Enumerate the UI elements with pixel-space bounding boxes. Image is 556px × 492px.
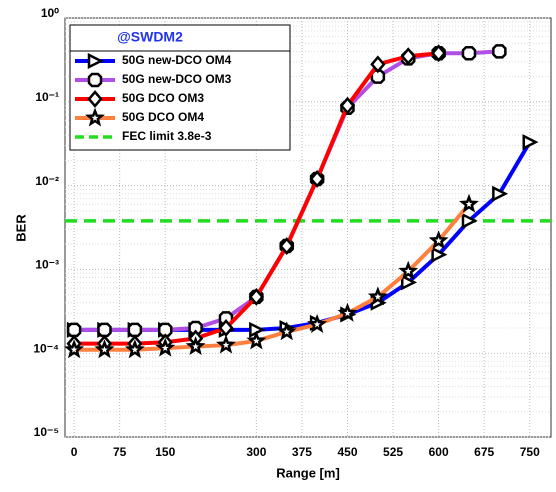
marker [155,337,176,357]
x-tick-label: 675 [474,445,494,459]
marker [431,246,448,263]
legend-marker [87,72,103,88]
marker [246,330,267,350]
marker [370,55,386,74]
x-tick-label: 750 [520,445,540,459]
marker [522,134,539,151]
marker [337,302,358,322]
marker [216,334,236,354]
marker [428,230,449,250]
marker [279,237,295,255]
legend-marker [87,90,103,108]
marker [367,286,388,306]
y-axis-label: BER [13,214,28,242]
legend-box [69,24,291,151]
legend-label: 50G new-DCO OM4 [122,53,232,67]
legend-marker [87,52,104,70]
legend-title: @SWDM2 [117,29,183,45]
marker [97,322,112,338]
x-axis-label: Range [m] [276,465,340,480]
x-tick-label: 600 [429,445,449,459]
marker [157,322,173,338]
legend-label: FEC limit 3.8e-3 [122,129,212,143]
legend-label: 50G DCO OM3 [122,91,204,105]
x-tick-label: 375 [292,445,312,459]
x-tick-label: 0 [71,445,78,459]
x-tick-label: 450 [337,445,357,459]
legend-label: 50G new-DCO OM3 [122,72,232,86]
marker [461,212,478,229]
x-tick-label: 150 [155,445,175,459]
marker [248,287,265,306]
marker [276,321,297,341]
y-tick-label: 10⁻⁵ [34,425,59,439]
marker [188,320,203,336]
x-tick-label: 300 [246,445,266,459]
marker [398,260,419,280]
marker [127,322,143,338]
y-tick-label: 10⁻⁴ [33,341,59,355]
marker [185,336,206,356]
y-tick-label: 10⁰ [41,6,59,20]
y-tick-label: 10⁻¹ [35,90,59,104]
marker [492,185,509,202]
legend-marker [85,107,105,127]
y-tick-label: 10⁻³ [35,258,59,272]
marker [492,44,507,59]
marker [459,193,479,213]
marker [400,47,416,66]
marker [64,339,85,359]
marker [94,339,115,359]
marker [430,44,447,63]
marker [124,339,145,359]
legend-label: 50G DCO OM4 [122,110,204,124]
x-tick-label: 75 [113,445,127,459]
marker [400,274,418,291]
y-tick-label: 10⁻² [35,174,59,188]
x-tick-label: 525 [383,445,403,459]
marker [309,170,325,188]
marker [307,314,328,333]
marker [339,96,356,115]
marker [66,322,82,338]
marker [461,45,477,61]
